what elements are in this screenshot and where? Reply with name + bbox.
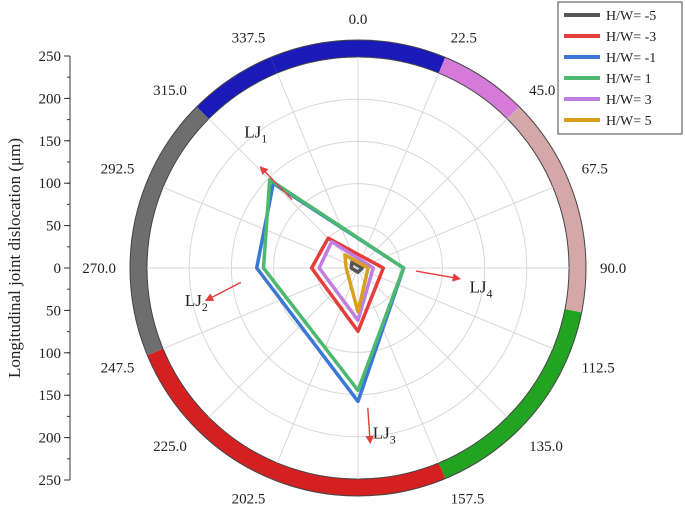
lj-axes: LJ1 LJ4 LJ3 LJ2 [185,122,493,446]
y-tick-label: 50 [46,219,61,235]
angle-label: 247.5 [101,361,135,377]
angle-label: 292.5 [101,161,135,177]
y-tick-label: 200 [39,91,62,107]
angle-label: 90.0 [600,261,626,277]
y-tick-label: 200 [39,431,62,447]
angle-label: 22.5 [451,30,477,46]
y-tick-label: 150 [39,134,62,150]
series-polygon [343,253,370,314]
ring-segment [147,348,446,496]
grid-spoke [276,267,359,464]
series-polygon [309,236,386,334]
legend-entry: H/W= -5 [606,9,656,24]
lj-label: LJ4 [469,278,492,301]
lj-arrow [365,407,374,445]
lj-arrow [415,270,462,282]
y-tick-label: 0 [54,261,62,277]
angle-label: 270.0 [82,261,116,277]
grid-spoke [276,72,359,269]
grid-spoke [357,267,554,350]
y-tick-label: 100 [39,176,62,192]
y-axis-label: Longitudinal joint dislocation (μm) [5,138,24,378]
ring-segment [196,57,278,119]
ring-segment [438,309,582,479]
angle-label: 315.0 [153,83,187,99]
angle-label: 337.5 [232,30,266,46]
series-polygon [317,239,375,323]
grid-spoke [357,72,440,269]
angle-label: 202.5 [232,492,266,508]
angle-label: 225.0 [153,439,187,455]
y-tick-label: 250 [39,473,62,489]
angle-label: 112.5 [582,361,615,377]
angle-label: 157.5 [451,492,485,508]
y-tick-label: 150 [39,388,62,404]
legend-entry: H/W= -1 [606,51,656,66]
lj-label: LJ3 [373,424,396,447]
legend-entry: H/W= -3 [606,30,656,45]
series-polygons [254,177,406,404]
ring-outer-border [129,39,587,497]
lj-arrow [259,166,293,201]
legend-entry: H/W= 1 [606,72,652,87]
angle-label: 45.0 [529,83,555,99]
outer-color-ring [129,39,587,497]
ring-segment [270,40,446,74]
lj-arrow [204,281,242,301]
legend-entry: H/W= 3 [606,93,652,108]
angle-label: 0.0 [349,12,368,28]
legend-entry: H/W= 5 [606,114,652,129]
legend: H/W= -5 H/W= -3 H/W= -1 H/W= 1 H/W= 3 H/W= 5 [557,1,683,135]
y-tick-label: 50 [46,303,61,319]
y-tick-label: 100 [39,346,62,362]
series-polygon [349,260,364,274]
ring-segment [507,106,586,313]
grid-spoke [162,267,359,350]
ring-segment [130,106,209,356]
y-axis: 250 200 150 100 50 0 50 100 150 200 250 [39,49,71,489]
lj-label: LJ1 [244,122,267,145]
grid-spoke [357,267,508,418]
angle-label: 135.0 [529,439,563,455]
lj-label: LJ2 [185,291,208,314]
angle-labels: 0.022.545.067.590.0112.5135.0157.5180.02… [82,12,626,508]
series-polygon [261,177,406,393]
legend-box [557,1,683,135]
ring-segment [438,57,520,119]
grid-spoke [357,118,508,269]
grid-spoke [208,267,359,418]
grid-spoke [357,186,554,269]
angle-label: 67.5 [582,161,608,177]
y-tick-label: 250 [39,49,62,65]
polar-grid [147,57,569,479]
